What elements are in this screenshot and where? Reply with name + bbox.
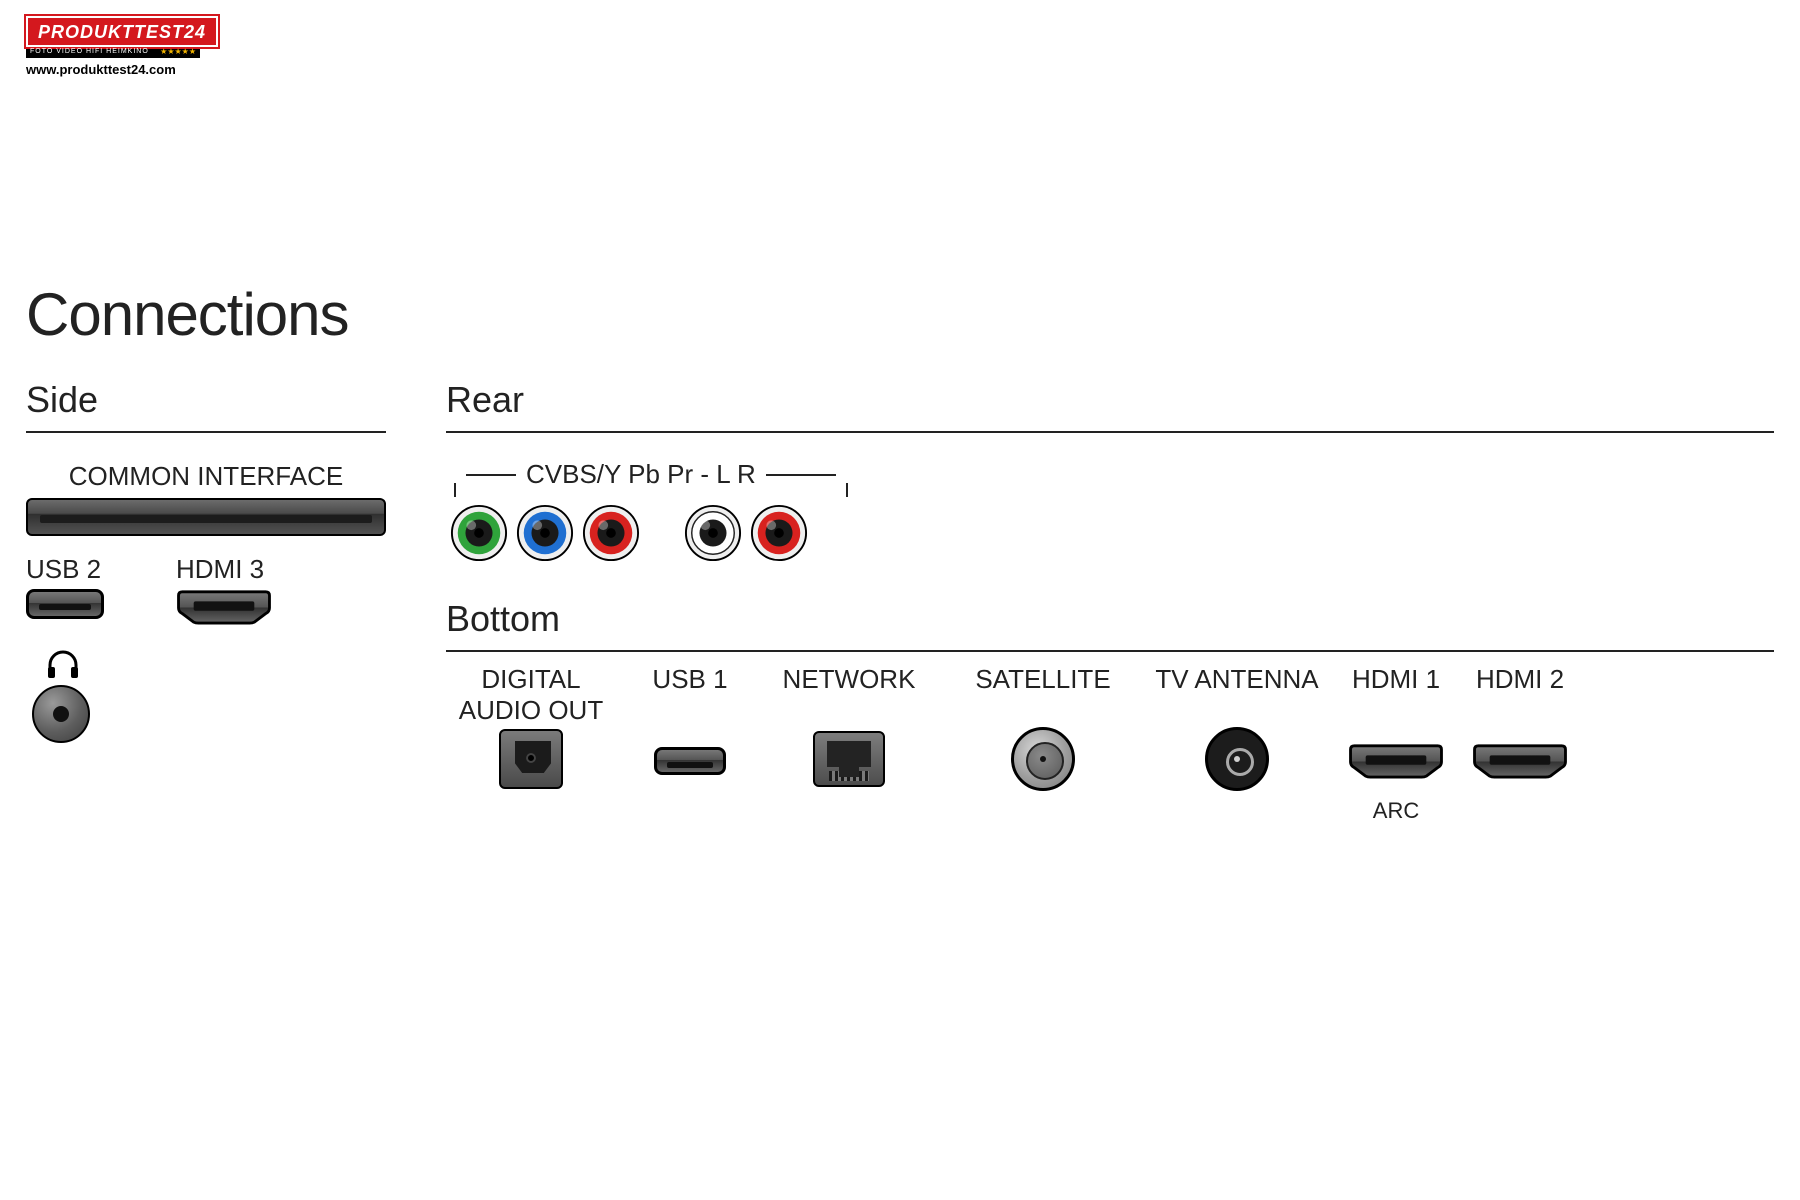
side-row-usb-hdmi: USB 2 HDMI 3 [26, 554, 386, 625]
side-heading: Side [26, 379, 386, 433]
site-logo: PRODUKTTEST24 FOTO VIDEO HIFI HEIMKINO ★… [26, 16, 218, 77]
cvbs-bracket: CVBS/Y Pb Pr - L R [454, 459, 1774, 490]
port-digital-audio-out: DIGITAL AUDIO OUT [446, 664, 616, 792]
bottom-heading: Bottom [446, 598, 1774, 652]
port-hdmi-1: HDMI 1 ARC [1346, 664, 1446, 824]
rca-pb-icon [516, 504, 574, 562]
port-label: USB 1 [652, 664, 727, 726]
logo-subline-text: FOTO VIDEO HIFI HEIMKINO [30, 48, 149, 55]
port-label: SATELLITE [975, 664, 1110, 726]
right-column: Rear CVBS/Y Pb Pr - L R [446, 379, 1774, 824]
hdmi-port-icon [1348, 743, 1444, 779]
port-label: NETWORK [783, 664, 916, 726]
bottom-row: DIGITAL AUDIO OUT USB 1 NETWORK SATELLITE TV… [446, 664, 1774, 824]
port-usb-1: USB 1 [640, 664, 740, 792]
port-label: HDMI 2 [1476, 664, 1564, 726]
page-title: Connections [26, 280, 1774, 349]
hdmi3-block: HDMI 3 [176, 554, 316, 625]
rca-audio-l-icon [684, 504, 742, 562]
headphone-block [26, 649, 386, 743]
headphone-jack-icon [32, 685, 90, 743]
port-label: DIGITAL AUDIO OUT [459, 664, 603, 726]
common-interface-slot-icon [26, 498, 386, 536]
usb-port-icon [26, 589, 104, 619]
port-hdmi-2: HDMI 2 [1470, 664, 1570, 792]
port-label: TV ANTENNA [1155, 664, 1318, 726]
common-interface-label: COMMON INTERFACE [26, 461, 386, 492]
hdmi-port-icon [1472, 743, 1568, 779]
tv-antenna-port-icon [1205, 727, 1269, 791]
hdmi-port-icon [176, 589, 272, 625]
rca-row [450, 504, 1774, 562]
rca-cvbs-y-icon [450, 504, 508, 562]
headphones-icon [46, 649, 80, 679]
usb-port-icon [654, 747, 726, 775]
hdmi3-label: HDMI 3 [176, 554, 316, 585]
rca-audio-r-icon [750, 504, 808, 562]
toslink-port-icon [499, 729, 563, 789]
cvbs-label: CVBS/Y Pb Pr - L R [526, 459, 756, 490]
logo-brand: PRODUKTTEST24 [26, 16, 218, 47]
port-network: NETWORK [764, 664, 934, 792]
columns: Side COMMON INTERFACE USB 2 HDMI 3 [26, 379, 1774, 824]
usb2-block: USB 2 [26, 554, 136, 625]
ethernet-port-icon [813, 731, 885, 787]
rear-cvbs-block: CVBS/Y Pb Pr - L R [446, 459, 1774, 562]
logo-stars: ★★★★★ [160, 47, 196, 56]
port-sublabel: ARC [1373, 798, 1419, 824]
rear-heading: Rear [446, 379, 1774, 433]
satellite-port-icon [1011, 727, 1075, 791]
bottom-section: Bottom DIGITAL AUDIO OUT USB 1 NETWORK SATE… [446, 598, 1774, 824]
port-satellite: SATELLITE [958, 664, 1128, 792]
usb2-label: USB 2 [26, 554, 136, 585]
common-interface-block: COMMON INTERFACE [26, 461, 386, 536]
logo-url: www.produkttest24.com [26, 62, 218, 77]
connections-panel: Connections Side COMMON INTERFACE USB 2 … [26, 280, 1774, 824]
side-column: Side COMMON INTERFACE USB 2 HDMI 3 [26, 379, 386, 824]
port-tv-antenna: TV ANTENNA [1152, 664, 1322, 792]
rca-pr-icon [582, 504, 640, 562]
port-label: HDMI 1 [1352, 664, 1440, 726]
